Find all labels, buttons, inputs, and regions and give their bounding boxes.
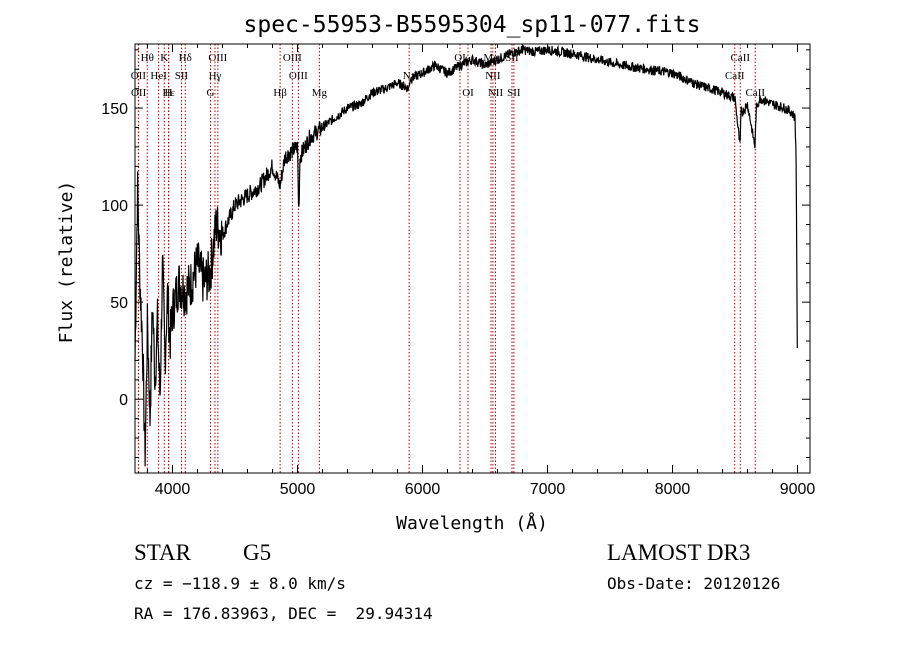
survey-name: LAMOST DR3 — [607, 540, 751, 565]
line-label: Hθ — [141, 52, 154, 64]
line-label: OI — [462, 87, 474, 99]
line-label: OIII — [289, 70, 308, 82]
coordinates: RA = 176.83963, DEC = 29.94314 — [134, 604, 433, 623]
x-axis-label: Wavelength (Å) — [396, 512, 548, 534]
line-label: HeI — [150, 70, 167, 82]
line-label: Mg — [312, 87, 328, 99]
line-label: CaII — [725, 70, 745, 82]
line-label: SII — [507, 87, 521, 99]
line-label: OIII — [208, 52, 227, 64]
object-subclass: G5 — [243, 540, 272, 565]
line-label: OI — [454, 52, 466, 64]
line-label: NII — [488, 87, 504, 99]
x-tick-label: 6000 — [405, 481, 441, 498]
line-label: OIII — [283, 52, 302, 64]
x-tick-label: 9000 — [780, 481, 816, 498]
x-tick-label: 5000 — [280, 481, 316, 498]
line-label: NII — [485, 70, 501, 82]
x-tick-label: 8000 — [655, 481, 691, 498]
line-label: CaII — [745, 87, 765, 99]
y-tick-label: 150 — [101, 101, 128, 118]
line-label: Hγ — [209, 70, 222, 82]
emission-line-markers: HθKHδOIIIOIIIOIMgSIICaIIOIIHeISIIHγOIIIN… — [131, 44, 765, 473]
object-class: STAR — [134, 540, 191, 565]
y-tick-label: 50 — [110, 295, 128, 312]
line-label: H — [165, 87, 173, 99]
y-axis-ticks: 0 50 100 150 — [101, 49, 810, 458]
line-label: Hβ — [273, 87, 287, 99]
chart-title: spec-55953-B5595304_sp11-077.fits — [244, 12, 701, 38]
line-label: CaII — [730, 52, 750, 64]
x-tick-label: 4000 — [155, 481, 191, 498]
observation-date: Obs-Date: 20120126 — [607, 574, 781, 593]
line-label: SII — [175, 70, 189, 82]
x-tick-label: 7000 — [530, 481, 566, 498]
plot-frame — [134, 43, 811, 474]
flux-series-line — [134, 44, 798, 467]
line-label: K — [160, 52, 168, 64]
y-tick-label: 100 — [101, 198, 128, 215]
line-label: G — [207, 87, 215, 99]
y-axis-label: Flux (relative) — [56, 181, 77, 344]
redshift-cz: cz = −118.9 ± 8.0 km/s — [134, 574, 346, 593]
x-axis-ticks: 4000 5000 6000 7000 8000 9000 — [147, 44, 816, 498]
line-label: Hδ — [179, 52, 192, 64]
y-tick-label: 0 — [119, 392, 128, 409]
